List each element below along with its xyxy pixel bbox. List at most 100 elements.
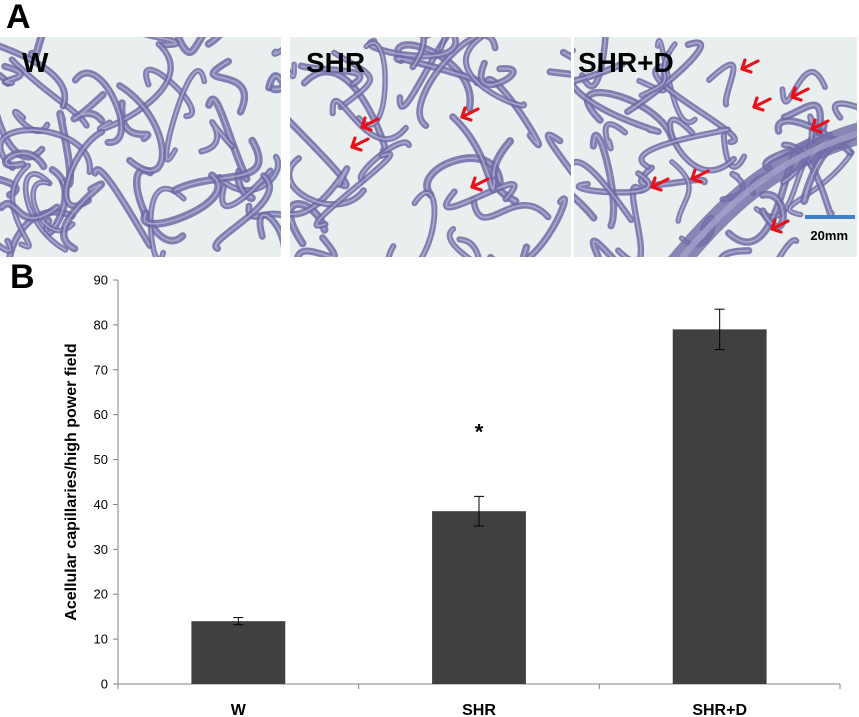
vessel-lumen <box>708 63 735 106</box>
y-tick-label: 80 <box>94 317 108 332</box>
vessel <box>290 117 350 190</box>
vessel-lumen <box>315 153 391 227</box>
vessel <box>256 211 281 250</box>
vessel-lumen <box>783 104 821 125</box>
x-tick-label: W <box>231 702 247 717</box>
vessel-lumen <box>721 249 750 257</box>
vessel-lumen <box>212 60 246 113</box>
micrograph-shr-d: SHR+D 20mm <box>574 37 857 257</box>
vessel-lumen <box>300 65 361 85</box>
error-bar <box>714 308 725 351</box>
vessel-lumen <box>761 193 784 228</box>
vessel-lumen <box>586 91 673 140</box>
vessel-lumen <box>413 192 436 257</box>
capillary-network-shr <box>290 37 571 257</box>
bar-w <box>191 621 286 684</box>
vessel-lumen <box>218 156 279 192</box>
vessel-lumen <box>297 236 336 257</box>
y-tick-label: 90 <box>94 273 108 288</box>
vessel-lumen <box>200 121 233 153</box>
vessel-lumen <box>0 202 58 219</box>
capillary-network-shr-d <box>574 37 857 257</box>
vessel-lumen <box>547 134 571 173</box>
red-arrow-icon <box>470 176 490 192</box>
red-arrow-icon <box>790 86 810 102</box>
capillary-network-w <box>0 37 281 257</box>
vessel-lumen <box>0 129 91 173</box>
vessel-lumen <box>333 51 371 108</box>
vessel-lumen <box>145 68 193 117</box>
vessel-lumen <box>654 65 736 143</box>
vessel-lumen <box>143 174 220 225</box>
vessel-lumen <box>331 100 407 140</box>
red-arrow-icon <box>650 176 670 192</box>
bar-shr-d <box>672 329 767 684</box>
red-arrow-icon <box>770 218 790 234</box>
vessel-lumen <box>449 228 469 257</box>
vessel-lumen <box>669 118 735 172</box>
vessel-lumen <box>99 43 172 131</box>
vessel-lumen <box>472 199 549 219</box>
vessel-lumen <box>45 169 66 235</box>
vessel-lumen <box>174 139 260 192</box>
micrograph-label-w: W <box>22 47 49 78</box>
vessel-lumen <box>0 240 11 252</box>
vessel-lumen <box>723 134 745 168</box>
vessel-lumen <box>118 84 164 172</box>
vessel <box>411 189 438 257</box>
vessel-lumen <box>489 198 566 257</box>
vessel-lumen <box>153 37 178 46</box>
vessel-lumen <box>268 75 281 89</box>
vessel-lumen <box>94 168 151 247</box>
micrograph-label-shr: SHR <box>306 47 366 78</box>
bar-shr <box>432 511 526 684</box>
vessel-lumen <box>271 87 281 91</box>
vessel-lumen <box>581 37 607 87</box>
red-arrow-icon <box>690 168 710 184</box>
vessel-lumen <box>412 37 425 68</box>
vessel-lumen <box>834 102 857 119</box>
vessel-lumen <box>592 240 613 257</box>
vessel-lumen <box>4 65 22 84</box>
y-tick-label: 60 <box>94 407 108 422</box>
x-tick-label: SHR+D <box>692 702 747 717</box>
vessel <box>484 76 543 149</box>
vessel-lumen <box>617 186 643 257</box>
vessel-lumen <box>165 70 206 161</box>
vessel <box>60 180 105 253</box>
vessel-lumen <box>418 37 496 127</box>
micrograph-label-shr-d: SHR+D <box>578 47 674 78</box>
vessel-lumen <box>11 58 88 127</box>
vessel-lumen <box>399 37 448 108</box>
vessel-lumen <box>445 183 515 209</box>
vessel-lumen <box>465 37 525 107</box>
vessel <box>477 59 517 89</box>
vessel-lumen <box>358 42 386 126</box>
red-arrow-icon <box>350 136 370 152</box>
red-arrow-icon <box>810 118 830 134</box>
significance-annotation: * <box>475 419 484 444</box>
vessel-lumen <box>397 44 471 110</box>
y-tick-label: 10 <box>94 632 108 647</box>
y-tick-label: 40 <box>94 497 108 512</box>
vessel-lumen <box>63 183 102 250</box>
vessel-lumen <box>177 37 203 53</box>
vessel-lumen <box>11 164 30 248</box>
red-arrow-icon <box>360 116 380 132</box>
vessel-lumen <box>273 49 281 55</box>
micrograph-shr: SHR <box>290 37 571 257</box>
vessel-group <box>0 37 281 257</box>
red-arrow-icon <box>752 96 772 112</box>
large-vessel-lumen <box>678 130 857 257</box>
vessel-lumen <box>626 42 702 113</box>
y-tick-label: 50 <box>94 452 108 467</box>
x-tick-label: SHR <box>462 702 496 717</box>
error-bar <box>233 617 244 626</box>
vessel-lumen <box>73 93 104 122</box>
vessel-lumen <box>781 71 826 103</box>
scale-bar <box>805 215 855 219</box>
vessel-group <box>574 37 857 257</box>
vessel-lumen <box>574 196 595 219</box>
vessel-lumen <box>640 128 729 168</box>
panel-b-letter: B <box>10 258 35 296</box>
